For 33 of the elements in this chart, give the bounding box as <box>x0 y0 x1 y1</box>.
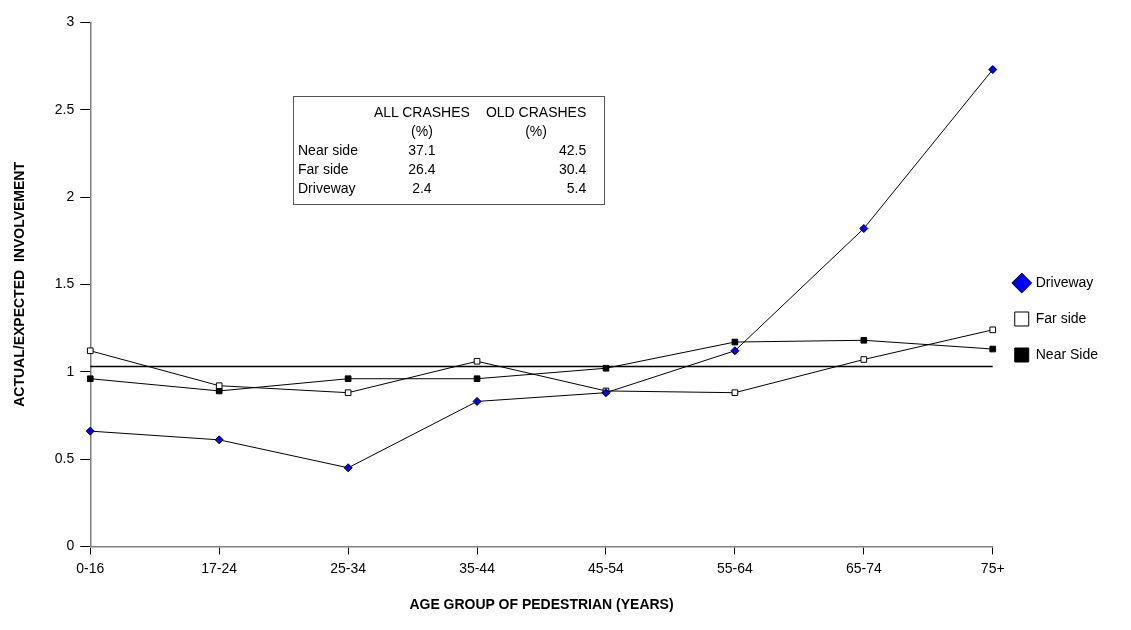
x-tick-label: 65-74 <box>845 559 882 576</box>
x-tick-label: 35-44 <box>459 559 496 576</box>
annotation: (%) <box>410 122 434 141</box>
x-tick-label: 25-34 <box>330 559 367 576</box>
x-tick-label: 0-16 <box>76 559 105 576</box>
annotation: Driveway <box>298 179 357 198</box>
annotation: (%) <box>524 122 548 141</box>
annotation: 42.5 <box>558 141 588 160</box>
y-tick-label: 0.5 <box>54 449 75 466</box>
y-tick-label: 2.5 <box>54 100 75 117</box>
y-tick-label: 2 <box>66 187 75 204</box>
y-tick-label: 3 <box>66 13 75 30</box>
y-tick-label: 1 <box>66 362 75 379</box>
y-tick-label: 0 <box>66 537 75 554</box>
x-tick-label: 17-24 <box>201 559 238 576</box>
y-tick-label: 1.5 <box>54 275 75 292</box>
y-axis-title: ACTUAL/EXPECTED INVOLVEMENT <box>11 161 28 407</box>
annotation: 26.4 <box>407 160 437 179</box>
x-tick-label: 55-64 <box>716 559 754 576</box>
legend-label: Near Side <box>1035 345 1099 362</box>
annotation: Near side <box>298 141 359 160</box>
x-axis-title: AGE GROUP OF PEDESTRIAN (YEARS) <box>409 596 674 613</box>
annotation: 2.4 <box>411 179 433 198</box>
annotation: Far side <box>298 160 350 179</box>
annotation: 30.4 <box>558 160 588 179</box>
x-tick-label: 75+ <box>980 559 1005 576</box>
annotation: 37.1 <box>407 141 437 160</box>
annotation: 5.4 <box>565 179 588 198</box>
annotation: OLD CRASHES <box>484 103 588 122</box>
legend-label: Far side <box>1035 309 1087 326</box>
x-tick-label: 45-54 <box>588 559 625 576</box>
annotation: ALL CRASHES <box>372 103 471 122</box>
legend-label: Driveway <box>1035 273 1094 290</box>
